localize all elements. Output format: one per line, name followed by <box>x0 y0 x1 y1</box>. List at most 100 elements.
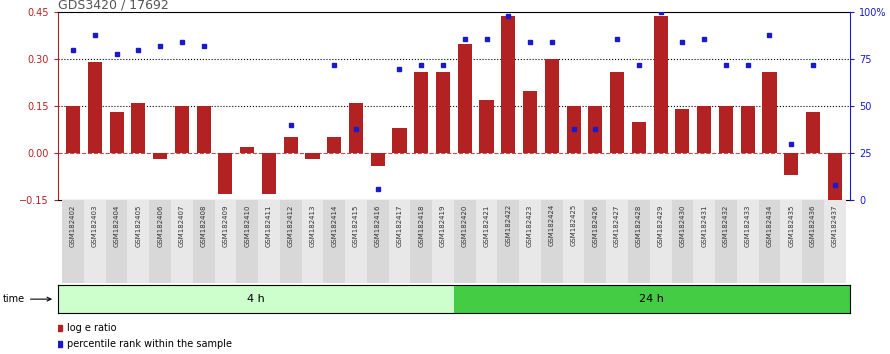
Bar <box>284 137 298 153</box>
Bar <box>737 200 758 283</box>
Bar <box>758 200 781 283</box>
Bar <box>802 200 824 283</box>
Bar <box>302 200 323 283</box>
Text: GSM182412: GSM182412 <box>287 204 294 246</box>
Bar <box>588 106 603 153</box>
Bar <box>323 200 345 283</box>
Bar <box>475 200 498 283</box>
Bar <box>153 153 167 159</box>
Text: GSM182404: GSM182404 <box>114 204 119 246</box>
Text: GSM182423: GSM182423 <box>527 204 533 246</box>
Text: GSM182413: GSM182413 <box>310 204 315 247</box>
Bar <box>454 200 475 283</box>
Text: GSM182409: GSM182409 <box>222 204 229 247</box>
Bar <box>763 72 776 153</box>
Text: GSM182411: GSM182411 <box>266 204 272 247</box>
Text: GSM182419: GSM182419 <box>440 204 446 247</box>
Bar <box>562 200 585 283</box>
Bar <box>436 72 450 153</box>
Bar <box>305 153 320 159</box>
Text: GSM182425: GSM182425 <box>570 204 577 246</box>
Text: GSM182410: GSM182410 <box>244 204 250 247</box>
Bar <box>349 103 363 153</box>
Text: GSM182407: GSM182407 <box>179 204 185 247</box>
Bar <box>784 153 798 175</box>
Text: GSM182433: GSM182433 <box>745 204 750 247</box>
Bar <box>740 106 755 153</box>
Bar <box>109 113 124 153</box>
Text: 4 h: 4 h <box>247 294 264 304</box>
Bar <box>693 200 715 283</box>
Bar <box>805 113 820 153</box>
Bar <box>719 106 733 153</box>
Text: GSM182421: GSM182421 <box>483 204 490 246</box>
Text: GSM182431: GSM182431 <box>701 204 708 247</box>
Bar <box>240 147 255 153</box>
Text: GSM182408: GSM182408 <box>200 204 206 247</box>
Bar <box>676 109 690 153</box>
Bar <box>174 106 189 153</box>
Bar <box>218 153 232 194</box>
Text: GSM182415: GSM182415 <box>353 204 359 246</box>
Bar <box>672 200 693 283</box>
Text: GSM182420: GSM182420 <box>462 204 468 246</box>
Text: GSM182414: GSM182414 <box>331 204 337 246</box>
Bar <box>828 153 842 209</box>
Bar <box>519 200 541 283</box>
Text: GSM182428: GSM182428 <box>635 204 642 246</box>
Bar <box>367 200 389 283</box>
Text: GSM182402: GSM182402 <box>70 204 76 246</box>
Bar <box>197 106 211 153</box>
Bar <box>328 137 341 153</box>
Bar <box>279 200 302 283</box>
Text: GSM182416: GSM182416 <box>375 204 381 247</box>
Bar <box>523 91 538 153</box>
Bar <box>410 200 433 283</box>
Text: time: time <box>3 294 51 304</box>
Bar <box>433 200 454 283</box>
Bar <box>88 62 102 153</box>
Text: percentile rank within the sample: percentile rank within the sample <box>67 339 231 349</box>
Bar <box>650 200 672 283</box>
Bar <box>628 200 650 283</box>
Bar <box>781 200 802 283</box>
Bar <box>610 72 624 153</box>
Bar <box>171 200 193 283</box>
Bar <box>345 200 367 283</box>
Bar <box>715 200 737 283</box>
Text: GSM182418: GSM182418 <box>418 204 425 247</box>
Text: GSM182405: GSM182405 <box>135 204 142 246</box>
Bar <box>498 200 519 283</box>
Bar <box>454 285 850 313</box>
Text: GSM182417: GSM182417 <box>397 204 402 247</box>
Bar <box>632 122 646 153</box>
Text: GSM182435: GSM182435 <box>789 204 794 246</box>
Bar <box>457 44 472 153</box>
Text: GSM182426: GSM182426 <box>593 204 598 246</box>
Bar <box>127 200 150 283</box>
Text: GSM182406: GSM182406 <box>158 204 163 247</box>
Bar <box>541 200 562 283</box>
Bar <box>132 103 145 153</box>
Bar <box>62 200 84 283</box>
Bar <box>258 200 279 283</box>
Bar <box>214 200 236 283</box>
Text: GSM182432: GSM182432 <box>723 204 729 246</box>
Bar <box>370 153 384 166</box>
Bar <box>824 200 845 283</box>
Bar <box>236 200 258 283</box>
Text: GSM182429: GSM182429 <box>658 204 664 246</box>
Bar <box>606 200 628 283</box>
Text: GDS3420 / 17692: GDS3420 / 17692 <box>58 0 168 11</box>
Bar <box>106 200 127 283</box>
Bar <box>58 285 454 313</box>
Bar <box>697 106 711 153</box>
Bar <box>66 106 80 153</box>
Bar <box>545 59 559 153</box>
Bar <box>585 200 606 283</box>
Text: GSM182430: GSM182430 <box>679 204 685 247</box>
Text: GSM182403: GSM182403 <box>92 204 98 247</box>
Text: log e ratio: log e ratio <box>67 323 117 333</box>
Bar <box>84 200 106 283</box>
Bar <box>653 16 668 153</box>
